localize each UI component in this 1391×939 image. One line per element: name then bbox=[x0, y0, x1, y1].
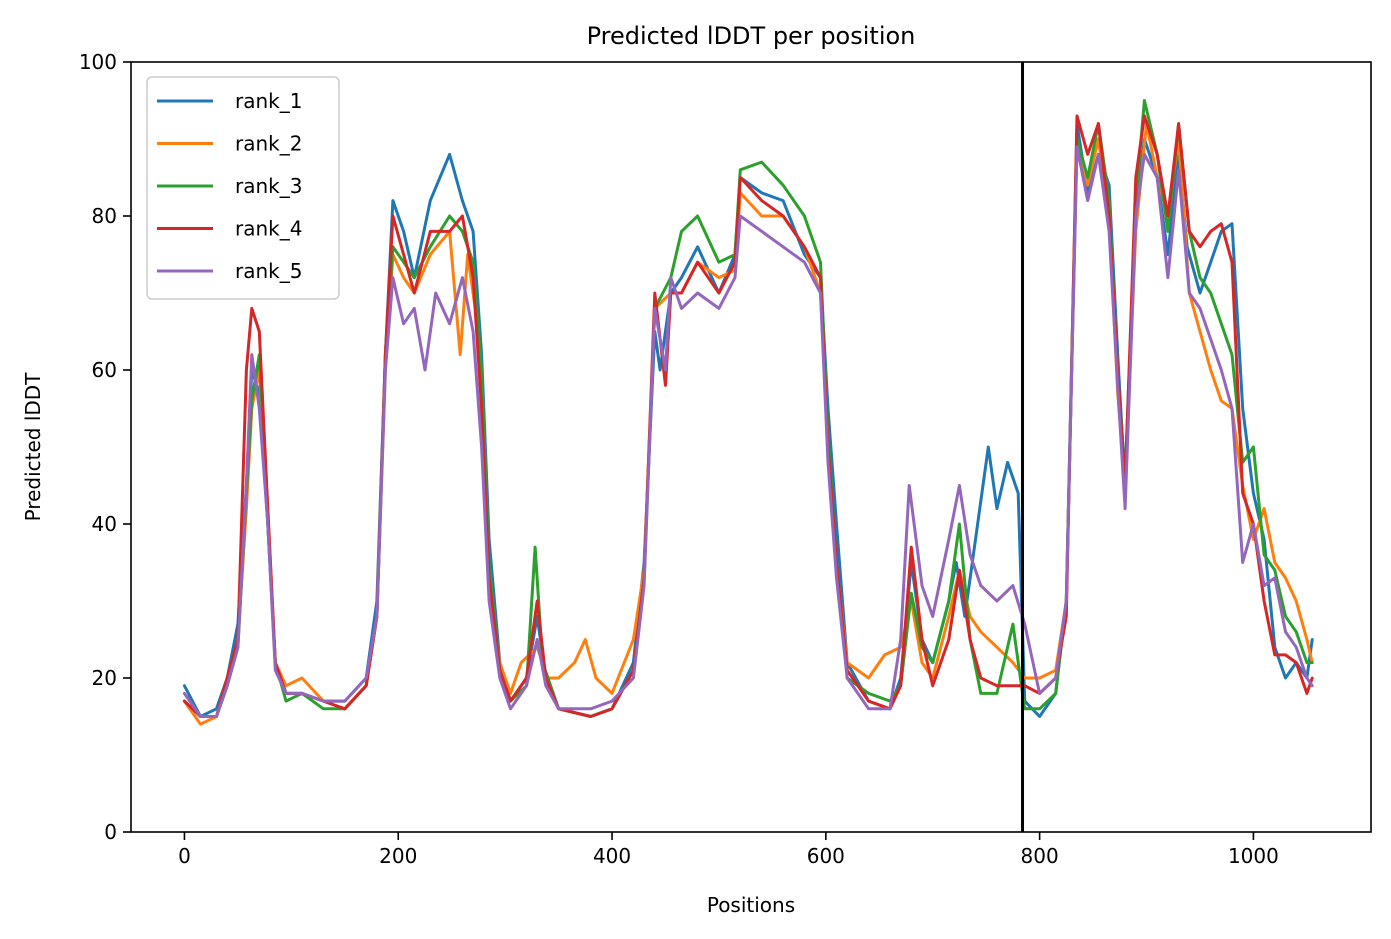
y-tick-label: 20 bbox=[92, 666, 117, 690]
x-tick-label: 200 bbox=[379, 844, 417, 868]
legend: rank_1 rank_2 rank_3 rank_4 rank_5 bbox=[146, 76, 340, 300]
x-tick-label: 600 bbox=[807, 844, 845, 868]
y-tick-label: 60 bbox=[92, 358, 117, 382]
x-tick-label: 0 bbox=[178, 844, 191, 868]
x-axis: 0 200 400 600 800 1000 bbox=[178, 832, 1279, 868]
x-tick-label: 800 bbox=[1021, 844, 1059, 868]
plot-frame bbox=[130, 61, 1372, 833]
x-tick-label: 1000 bbox=[1228, 844, 1279, 868]
chart-title: Predicted lDDT per position bbox=[587, 22, 916, 50]
y-tick-label: 40 bbox=[92, 512, 117, 536]
y-axis-label: Predicted lDDT bbox=[21, 372, 45, 522]
y-axis: 0 20 40 60 80 100 bbox=[79, 50, 131, 844]
legend-label-rank_3: rank_3 bbox=[235, 174, 302, 198]
legend-box bbox=[146, 76, 340, 300]
series-lines bbox=[182, 99, 1314, 726]
y-tick-label: 80 bbox=[92, 204, 117, 228]
y-tick-label: 0 bbox=[104, 820, 117, 844]
y-tick-label: 100 bbox=[79, 50, 117, 74]
plot-area bbox=[182, 62, 1314, 832]
x-tick-label: 400 bbox=[593, 844, 631, 868]
legend-label-rank_1: rank_1 bbox=[235, 89, 302, 113]
series-line-rank_5 bbox=[182, 145, 1314, 718]
legend-label-rank_2: rank_2 bbox=[235, 132, 302, 156]
legend-label-rank_4: rank_4 bbox=[235, 217, 302, 241]
legend-label-rank_5: rank_5 bbox=[235, 259, 302, 283]
x-axis-label: Positions bbox=[707, 893, 795, 917]
